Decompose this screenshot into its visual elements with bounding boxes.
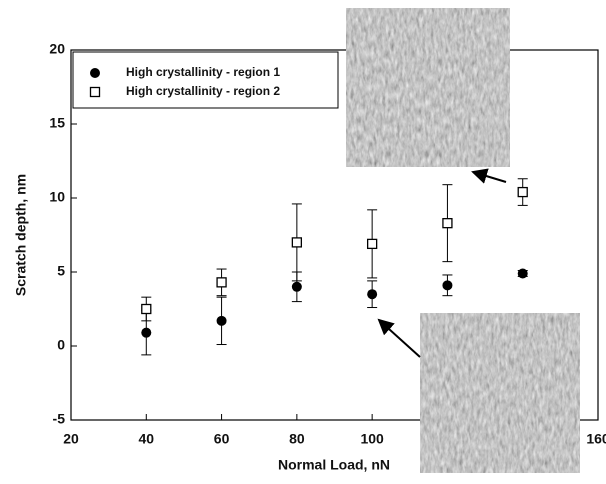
marker: [442, 280, 453, 291]
marker: [291, 281, 302, 292]
marker: [90, 68, 100, 78]
micrograph-inset: [346, 8, 510, 167]
y-tick-label: 0: [57, 337, 65, 353]
marker: [216, 277, 227, 288]
y-tick-label: 15: [49, 115, 65, 131]
x-tick-label: 60: [214, 431, 230, 447]
legend-label: High crystallinity - region 2: [126, 84, 280, 98]
x-axis-label: Normal Load, nN: [278, 457, 390, 473]
marker: [141, 327, 152, 338]
plot-frame: [70, 49, 599, 421]
legend-box: [72, 51, 339, 109]
marker: [216, 315, 227, 326]
marker: [366, 238, 378, 250]
y-tick-label: 5: [57, 263, 65, 279]
marker: [89, 86, 101, 98]
y-tick-label: -5: [53, 411, 66, 427]
x-tick-label: 40: [138, 431, 154, 447]
y-tick-label: 20: [49, 41, 65, 57]
marker: [367, 289, 378, 300]
legend: High crystallinity - region 1 High crysta…: [89, 65, 280, 98]
arrow: [377, 318, 421, 358]
legend-label: High crystallinity - region 1: [126, 65, 280, 79]
y-axis-label: Scratch depth, nm: [13, 174, 29, 296]
marker: [517, 186, 528, 198]
marker: [442, 218, 453, 229]
arrow: [471, 168, 507, 184]
x-tick-label: 20: [63, 431, 79, 447]
x-tick-label: 160: [586, 431, 606, 447]
x-tick-label: 80: [289, 431, 305, 447]
marker: [141, 303, 152, 315]
micrograph-inset: [420, 313, 580, 473]
marker: [517, 268, 528, 279]
y-tick-label: 10: [49, 189, 65, 205]
marker: [291, 237, 303, 248]
x-tick-label: 100: [360, 431, 384, 447]
